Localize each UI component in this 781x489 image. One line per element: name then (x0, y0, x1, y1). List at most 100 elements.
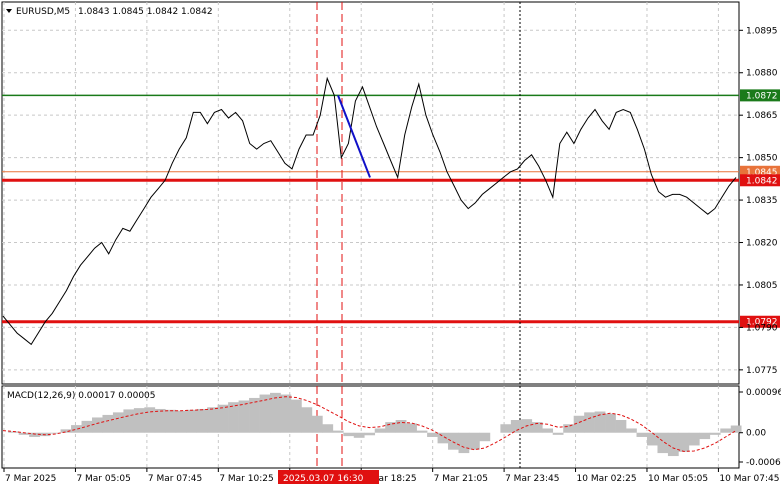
x-tick-label: 10 Mar 07:45 (719, 474, 779, 484)
macd-bar (186, 409, 198, 433)
y-tick-label: 1.0880 (746, 69, 778, 79)
macd-bar (584, 412, 595, 433)
macd-bar (552, 432, 564, 435)
x-tick-label: 7 Mar 21:05 (434, 474, 488, 484)
macd-signal-line (2, 396, 737, 452)
macd-bar (290, 399, 302, 433)
macd-tick-label: 0.00 (746, 429, 766, 439)
crosshair-time-label: 2025.03.07 16:30 (283, 474, 364, 484)
macd-bar (364, 432, 376, 436)
gridlines (2, 2, 739, 468)
trend-segment[interactable] (337, 95, 371, 178)
macd-bar (217, 404, 229, 433)
macd-bar (688, 432, 700, 446)
x-tick-label: 10 Mar 05:05 (648, 474, 708, 484)
macd-bar (71, 425, 82, 433)
macd-bar (332, 430, 344, 433)
macd-bar (406, 423, 417, 433)
price-panel[interactable] (1, 1, 740, 385)
macd-bar (500, 424, 512, 433)
macd-bar (81, 420, 93, 433)
x-tick-label: 7 Mar 18:25 (362, 474, 416, 484)
macd-bar (427, 432, 438, 437)
macd-tick-label: -0.00069 (746, 458, 781, 468)
macd-bar (50, 432, 61, 434)
macd-bar (437, 432, 449, 444)
macd-bar (699, 432, 711, 440)
macd-bar (730, 425, 742, 433)
macd-bar (301, 407, 313, 433)
macd-bar (8, 431, 20, 433)
macd-bar (60, 429, 72, 433)
macd-bar (102, 414, 114, 433)
price-level-label: 1.0872 (746, 91, 778, 101)
macd-bar (207, 407, 218, 433)
x-tick-label: 7 Mar 05:05 (76, 474, 130, 484)
macd-series (2, 392, 742, 457)
vertical-markers (316, 2, 521, 468)
y-tick-label: 1.0865 (746, 111, 778, 121)
macd-bar (531, 422, 543, 433)
y-tick-label: 1.0805 (746, 281, 778, 291)
macd-bar (416, 430, 428, 433)
macd-bar (154, 408, 166, 433)
macd-tick-label: 0.00096 (746, 388, 781, 398)
macd-bar (636, 432, 648, 437)
macd-label: MACD(12,26,9) 0.00017 0.00005 (7, 391, 156, 401)
macd-bar (542, 428, 554, 433)
macd-bar (343, 432, 355, 437)
macd-bar (573, 415, 585, 433)
macd-bar (594, 411, 606, 433)
macd-bar (92, 417, 103, 433)
x-tick-label: 7 Mar 10:25 (219, 474, 273, 484)
macd-bar (678, 432, 690, 452)
price-level-badge (740, 174, 780, 187)
dropdown-triangle-icon[interactable] (6, 9, 12, 13)
price-series (2, 76, 737, 346)
y-tick-label: 1.0790 (746, 323, 778, 333)
y-tick-label: 1.0775 (746, 366, 778, 376)
macd-bar (353, 432, 365, 438)
price-level-badge (740, 315, 780, 328)
macd-bar (175, 410, 187, 433)
macd-bar (280, 394, 292, 433)
macd-bar (667, 432, 679, 457)
macd-bar (646, 432, 658, 446)
macd-bar (385, 422, 396, 433)
y-tick-label: 1.0820 (746, 239, 778, 249)
macd-bar (228, 402, 239, 433)
price-level-label: 1.0845 (746, 168, 778, 178)
x-tick-label: 7 Mar 07:45 (148, 474, 202, 484)
macd-bar (18, 432, 30, 435)
macd-bar (374, 428, 386, 433)
macd-bar (165, 409, 177, 433)
macd-bar (468, 432, 480, 450)
macd-bar (249, 397, 260, 433)
x-tick-label: 10 Mar 02:25 (577, 474, 637, 484)
x-tick-label: 7 Mar 2025 (5, 474, 56, 484)
ohlc-label: 1.0843 1.0845 1.0842 1.0842 (78, 7, 213, 17)
blue-trend-line[interactable] (337, 95, 371, 178)
macd-bar (270, 392, 281, 433)
macd-bar (615, 420, 627, 433)
macd-bar (458, 432, 470, 454)
price-line (2, 76, 737, 346)
macd-bar (144, 407, 156, 433)
macd-bar (709, 432, 721, 435)
macd-bar (605, 413, 616, 433)
macd-bar (510, 420, 522, 433)
macd-bar (626, 428, 637, 433)
time-axis[interactable]: 7 Mar 2025 7 Mar 05:05 7 Mar 07:45 7 Mar 10… (3, 468, 780, 484)
crosshair-time-box (278, 470, 379, 484)
x-tick-label: 7 Mar 23:45 (505, 474, 559, 484)
macd-bar (29, 432, 40, 437)
macd-bar (448, 432, 459, 450)
macd-bar (133, 408, 145, 433)
macd-bar (123, 409, 135, 433)
macd-bar (196, 408, 208, 433)
price-level-label: 1.0842 (746, 176, 778, 186)
macd-bar (238, 400, 250, 433)
price-axis[interactable]: 1.0895 1.0880 1.0865 1.0850 1.0835 1.0820 1.08… (739, 26, 778, 376)
